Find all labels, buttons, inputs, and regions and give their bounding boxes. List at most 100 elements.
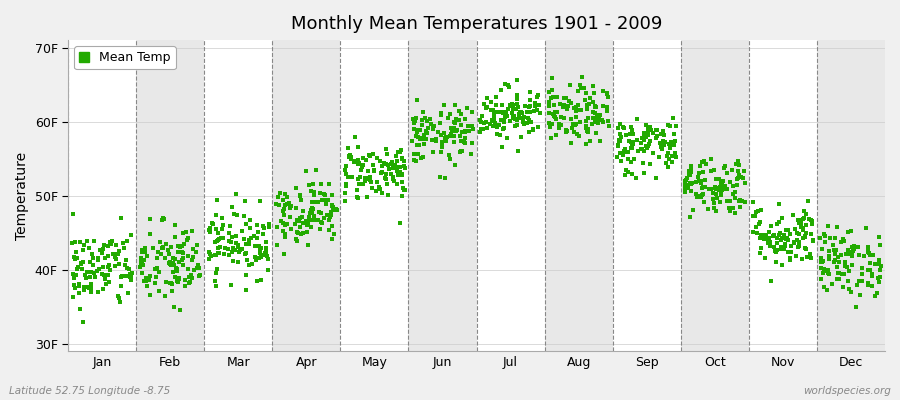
Point: [860, 267, 875, 273]
Point: [417, 140, 431, 147]
Point: [586, 114, 600, 121]
Point: [571, 88, 585, 94]
Point: [81, 284, 95, 290]
Point: [71, 290, 86, 296]
Point: [109, 256, 123, 262]
Point: [377, 160, 392, 166]
Point: [745, 213, 760, 219]
Point: [352, 181, 366, 187]
Point: [241, 262, 256, 268]
Point: [625, 170, 639, 177]
Point: [751, 208, 765, 214]
Point: [873, 267, 887, 273]
Point: [190, 265, 204, 271]
Point: [258, 244, 273, 251]
Point: [796, 207, 811, 214]
Point: [805, 231, 819, 238]
Point: [322, 226, 337, 233]
Point: [284, 203, 299, 210]
Point: [817, 266, 832, 272]
Point: [342, 154, 356, 160]
Point: [67, 282, 81, 288]
Point: [579, 125, 593, 131]
Point: [257, 225, 272, 232]
Point: [587, 90, 601, 96]
Point: [238, 198, 252, 204]
Point: [458, 134, 473, 141]
Point: [94, 250, 109, 257]
Point: [655, 146, 670, 152]
Point: [431, 129, 446, 135]
Point: [840, 264, 854, 270]
Point: [726, 205, 741, 211]
Point: [373, 186, 387, 192]
Point: [484, 106, 499, 113]
Point: [407, 126, 421, 132]
Point: [806, 237, 820, 243]
Point: [167, 274, 182, 280]
Point: [801, 198, 815, 204]
Point: [115, 273, 130, 279]
Point: [649, 127, 663, 133]
Point: [293, 224, 308, 230]
Point: [664, 159, 679, 166]
Point: [363, 152, 377, 159]
Point: [256, 231, 270, 237]
Point: [861, 244, 876, 250]
Point: [296, 220, 310, 226]
Point: [91, 257, 105, 263]
Point: [646, 130, 661, 136]
Point: [542, 98, 556, 105]
Point: [758, 255, 772, 261]
Point: [143, 292, 157, 298]
Point: [695, 185, 709, 192]
Point: [514, 134, 528, 140]
Point: [816, 231, 831, 238]
Point: [542, 103, 556, 109]
Point: [177, 241, 192, 247]
Point: [338, 190, 353, 197]
Point: [294, 197, 309, 204]
Point: [617, 146, 632, 152]
Point: [363, 174, 377, 180]
Point: [577, 85, 591, 91]
Point: [774, 246, 788, 252]
Point: [326, 204, 340, 210]
Point: [230, 242, 245, 248]
Point: [787, 239, 801, 245]
Point: [207, 238, 221, 245]
Point: [621, 156, 635, 162]
Point: [202, 227, 217, 234]
Point: [507, 113, 521, 119]
Point: [749, 209, 763, 216]
Point: [135, 258, 149, 264]
Point: [614, 134, 628, 140]
Point: [678, 185, 692, 191]
Point: [302, 182, 316, 188]
Point: [623, 130, 637, 137]
Point: [862, 267, 877, 274]
Point: [619, 167, 634, 173]
Point: [522, 119, 536, 126]
Point: [318, 197, 332, 204]
Point: [732, 161, 746, 168]
Point: [311, 199, 326, 205]
Point: [413, 155, 428, 162]
Point: [97, 255, 112, 262]
Point: [181, 266, 195, 272]
Point: [206, 221, 220, 228]
Point: [729, 182, 743, 189]
Point: [832, 276, 846, 282]
Point: [446, 118, 461, 125]
Point: [444, 131, 458, 138]
Point: [155, 217, 169, 224]
Point: [156, 245, 170, 252]
Point: [397, 162, 411, 169]
Point: [324, 209, 338, 215]
Point: [849, 304, 863, 311]
Point: [635, 134, 650, 141]
Point: [872, 257, 886, 264]
Point: [66, 211, 80, 218]
Point: [397, 186, 411, 193]
Point: [526, 108, 541, 114]
